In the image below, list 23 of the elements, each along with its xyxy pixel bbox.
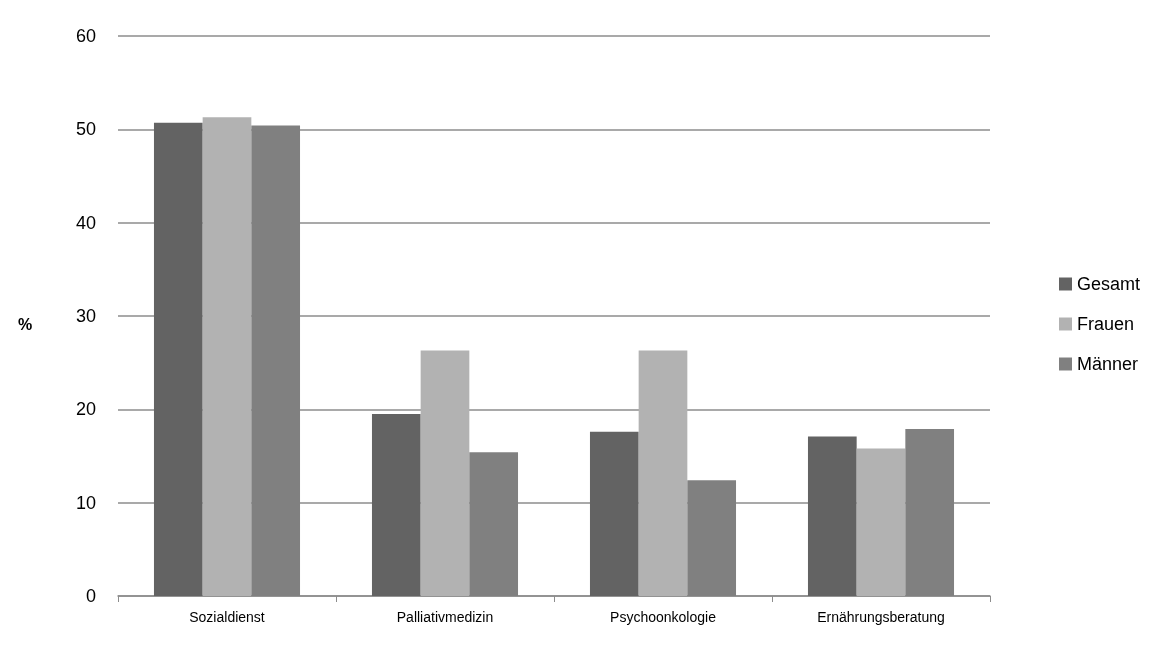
x-tick-label: Ernährungsberatung [817, 609, 945, 625]
x-tick-label: Sozialdienst [189, 609, 265, 625]
y-axis-title: % [18, 315, 33, 333]
bar [807, 436, 857, 596]
x-tick-label: Psychoonkologie [610, 609, 717, 625]
bar [420, 350, 470, 596]
bar [202, 117, 252, 596]
y-tick-label: 20 [75, 399, 96, 420]
legend-label: Frauen [1076, 314, 1135, 334]
legend-label: Männer [1076, 354, 1139, 374]
legend-label: Gesamt [1076, 274, 1141, 294]
bar [371, 414, 421, 596]
bar [856, 448, 906, 596]
bar [638, 350, 688, 596]
y-tick-label: 0 [85, 586, 96, 606]
y-tick-label: 60 [75, 26, 96, 46]
bar [153, 122, 203, 596]
y-tick-label: 50 [75, 119, 96, 140]
y-tick-label: 30 [75, 306, 96, 326]
bar [589, 431, 639, 596]
x-tick-label: Palliativmedizin [396, 609, 494, 625]
y-tick-label: 40 [75, 212, 96, 233]
y-tick-label: 10 [75, 492, 96, 513]
